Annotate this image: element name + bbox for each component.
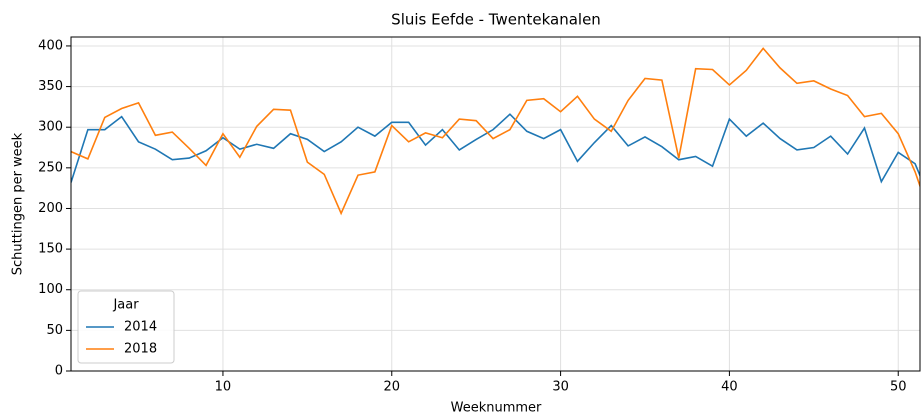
y-tick-label: 300	[38, 120, 63, 135]
y-tick-label: 0	[55, 364, 63, 379]
legend-title: Jaar	[112, 298, 139, 313]
y-tick-label: 200	[38, 201, 63, 216]
y-axis-label: Schuttingen per week	[11, 132, 26, 275]
legend-label: 2014	[124, 320, 157, 335]
y-tick-label: 400	[38, 38, 63, 53]
legend-box	[77, 290, 175, 364]
x-tick-label: 10	[215, 380, 232, 395]
y-tick-label: 350	[38, 79, 63, 94]
y-tick-label: 50	[46, 323, 63, 338]
chart-title: Sluis Eefde - Twentekanalen	[391, 11, 601, 29]
x-tick-label: 20	[383, 380, 400, 395]
series-line	[71, 113, 920, 184]
x-tick-label: 40	[721, 380, 738, 395]
legend-label: 2018	[124, 342, 157, 357]
plot-frame	[70, 36, 921, 372]
series-line	[71, 47, 920, 216]
y-tick-label: 150	[38, 242, 63, 257]
legend: Jaar 2014 2018	[77, 290, 175, 364]
x-tick-label: 50	[890, 380, 907, 395]
grid	[71, 37, 920, 372]
x-tick-label: 30	[552, 380, 569, 395]
lines	[71, 47, 920, 216]
y-tick-label: 100	[38, 282, 63, 297]
y-tick-label: 250	[38, 160, 63, 175]
x-axis-label: Weeknummer	[451, 401, 542, 416]
